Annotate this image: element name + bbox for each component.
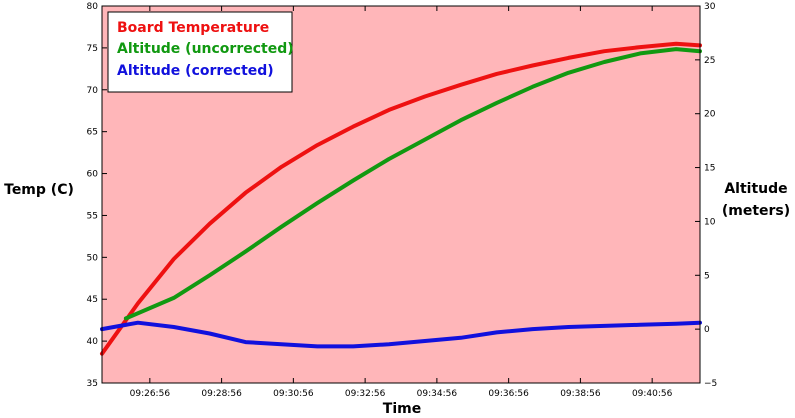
y-right-tick-label: 15 (704, 164, 715, 174)
y-axis-right-label-line-1: Altitude (724, 181, 787, 197)
y-right-tick-label: 30 (704, 2, 716, 12)
y-left-tick-label: 40 (87, 337, 99, 347)
series-line-2 (100, 320, 702, 349)
y-left-tick-label: 50 (87, 253, 99, 263)
legend: Board Temperature Altitude (uncorrected)… (107, 11, 294, 93)
y-axis-left-label: Temp (C) (4, 182, 74, 198)
y-left-tick-label: 45 (87, 295, 98, 305)
x-tick-label: 09:32:56 (345, 389, 386, 399)
plot-frame (101, 5, 701, 384)
x-tick-label: 09:34:56 (417, 389, 458, 399)
y-right-tick-label: 25 (704, 56, 715, 66)
x-tick-label: 09:26:56 (130, 389, 171, 399)
x-tick-label: 09:38:56 (560, 389, 601, 399)
x-tick-label: 09:36:56 (488, 389, 529, 399)
y-left-tick-label: 35 (87, 379, 98, 389)
x-axis-label: Time (383, 401, 421, 417)
legend-entry-altitude-uncorrected: Altitude (uncorrected) (117, 41, 294, 57)
x-tick-label: 09:28:56 (201, 389, 242, 399)
y-left-tick-label: 55 (87, 211, 98, 221)
ticks-layer: 35 40 45 50 55 60 65 70 75 80 −5 0 5 10 15 20 25 30 09:26:… (87, 2, 718, 399)
y-right-tick-label: −5 (704, 379, 717, 389)
legend-entry-board-temperature: Board Temperature (117, 20, 269, 36)
y-left-tick-label: 80 (87, 2, 99, 12)
y-axis-right-label-line-2: (meters) (722, 203, 790, 219)
x-tick-label: 09:40:56 (632, 389, 673, 399)
series-layer (100, 41, 702, 356)
series-line-1 (123, 47, 702, 321)
y-right-tick-label: 20 (704, 110, 716, 120)
y-left-tick-label: 65 (87, 128, 98, 138)
y-left-tick-label: 70 (87, 86, 99, 96)
y-left-tick-label: 75 (87, 44, 98, 54)
series-line-0 (100, 41, 702, 356)
legend-box (107, 11, 293, 93)
x-tick-label: 09:30:56 (273, 389, 314, 399)
y-right-tick-label: 5 (704, 271, 710, 281)
y-left-tick-label: 60 (87, 170, 99, 180)
y-right-tick-label: 0 (704, 325, 710, 335)
legend-entry-altitude-corrected: Altitude (corrected) (117, 63, 274, 79)
y-right-tick-label: 10 (704, 217, 716, 227)
